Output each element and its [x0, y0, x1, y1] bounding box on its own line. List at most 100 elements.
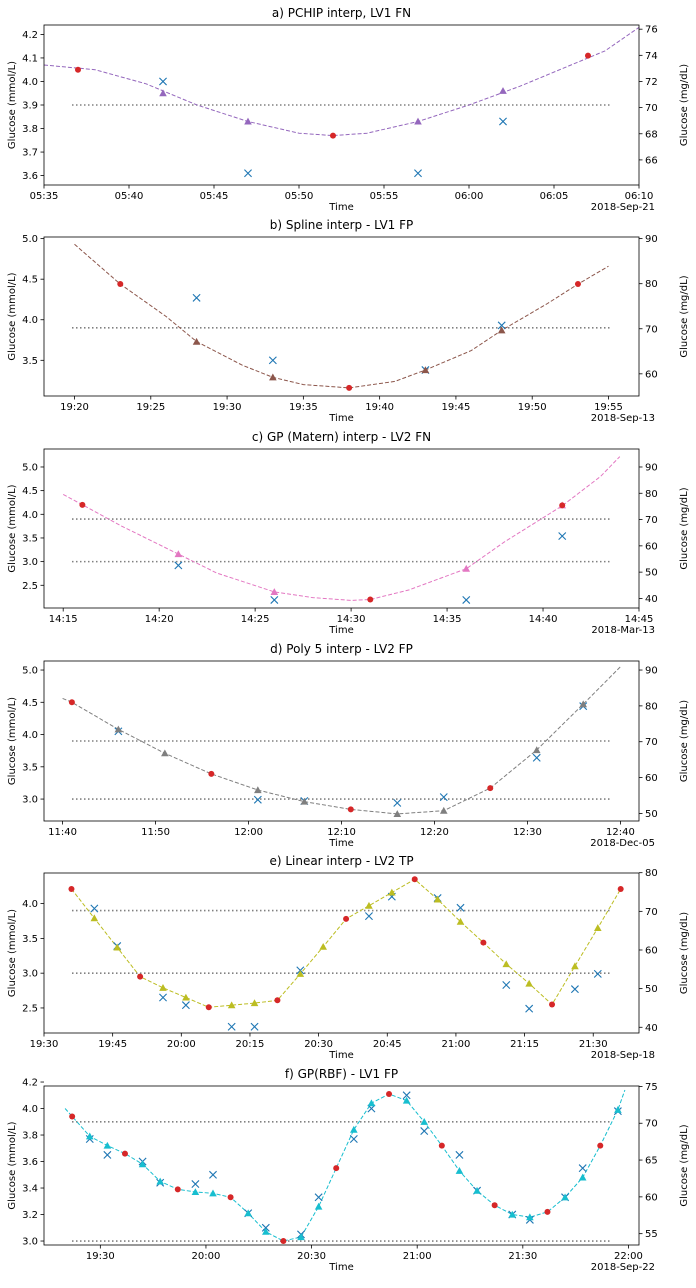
date-label: 2018-Sep-13: [591, 413, 655, 424]
axes-frame: [43, 1085, 640, 1246]
interpolated-point: [594, 924, 602, 931]
right-y-tick-label: 60: [645, 945, 658, 956]
date-label: 2018-Sep-18: [591, 1050, 655, 1061]
x-tick-label: 05:40: [115, 191, 144, 202]
x-tick-label: 14:15: [49, 614, 78, 625]
reference-point: [227, 1022, 236, 1031]
right-y-tick-label: 80: [645, 489, 658, 500]
x-tick-label: 06:00: [455, 191, 484, 202]
interpolated-point: [85, 1132, 94, 1140]
interpolated-point: [579, 700, 588, 708]
right-y-tick-label: 70: [645, 907, 658, 918]
reference-point: [244, 169, 252, 178]
measured-point: [137, 973, 144, 980]
x-tick-label: 14:40: [529, 614, 558, 625]
interpolated-point: [300, 797, 309, 805]
x-axis-label: Time: [328, 838, 353, 849]
interpolated-point: [578, 1173, 587, 1181]
interpolated-point: [526, 1213, 534, 1221]
measured-point: [574, 281, 581, 288]
chart-title: e) Linear interp - LV2 TP: [269, 854, 413, 868]
measured-point: [585, 52, 591, 59]
y-tick-label: 3.4: [22, 1184, 38, 1195]
chart-panel-2: b) Spline interp - LV1 FP 3.5 4.0 4.5 5.0 60 7…: [7, 218, 690, 424]
interpolated-point: [138, 1160, 147, 1168]
axes-frame: [43, 872, 640, 1034]
measured-point: [597, 1142, 604, 1149]
right-y-tick-label: 75: [645, 1082, 658, 1093]
x-tick-label: 06:10: [625, 191, 654, 202]
interpolated-point: [156, 1177, 164, 1185]
reference-point: [192, 293, 201, 302]
interpolated-curve: [74, 243, 609, 389]
x-tick-label: 20:30: [297, 1251, 326, 1262]
interpolated-point: [269, 373, 277, 381]
measured-point: [330, 132, 336, 139]
measured-point: [367, 596, 374, 603]
right-y-tick-label: 70: [645, 737, 658, 748]
x-tick-label: 14:25: [241, 614, 270, 625]
y-tick-label: 3.7: [22, 148, 38, 159]
right-y-tick-label: 70: [645, 324, 658, 335]
interpolated-point: [388, 888, 396, 896]
x-tick-label: 06:05: [540, 191, 569, 202]
y-tick-label: 4.5: [22, 486, 38, 497]
measured-point: [544, 1208, 551, 1215]
x-tick-label: 19:40: [365, 402, 394, 413]
chart-panel-3: c) GP (Matern) interp - LV2 FN 2.5 3.0 3.5 4…: [7, 430, 690, 636]
interpolated-point: [262, 1227, 270, 1235]
reference-point: [270, 595, 279, 604]
right-y-axis-label: Glucose (mg/dL): [679, 275, 690, 357]
measured-point: [121, 1150, 128, 1157]
chart-panel-1: a) PCHIP interp, LV1 FN 3.6 3.7 3.8 3.9 4.0 4.…: [7, 6, 690, 213]
measured-point: [227, 1194, 234, 1201]
reference-point: [402, 1091, 411, 1100]
interpolated-point: [414, 117, 422, 125]
y-tick-label: 5.0: [22, 462, 38, 473]
right-y-tick-label: 50: [645, 984, 658, 995]
chart-title: b) Spline interp - LV1 FP: [270, 218, 414, 232]
measured-point: [346, 384, 353, 391]
chart-panel-5: e) Linear interp - LV2 TP 2.5 3.0 3.5 4.0 40 5…: [7, 854, 690, 1061]
reference-point: [253, 795, 262, 804]
x-tick-label: 05:55: [370, 191, 399, 202]
measured-point: [117, 281, 124, 288]
y-tick-label: 3.8: [22, 124, 38, 135]
right-y-axis-label: Glucose (mg/dL): [679, 700, 690, 782]
y-tick-label: 3.6: [22, 1157, 38, 1168]
interpolated-point: [103, 1141, 112, 1149]
y-tick-label: 5.0: [22, 666, 38, 677]
interpolated-point: [420, 1117, 429, 1125]
x-tick-label: 14:35: [433, 614, 462, 625]
interpolated-point: [319, 942, 327, 950]
interpolated-point: [499, 87, 507, 94]
right-y-axis-label: Glucose (mg/dL): [679, 487, 690, 569]
x-tick-label: 19:35: [289, 402, 318, 413]
reference-point: [439, 793, 448, 802]
y-tick-label: 5.0: [22, 234, 38, 245]
measured-point: [69, 1113, 76, 1120]
right-y-tick-label: 50: [645, 809, 658, 820]
interpolated-point: [433, 895, 442, 903]
reference-point: [159, 77, 167, 86]
measured-point: [274, 997, 281, 1004]
reference-point: [268, 356, 277, 365]
x-tick-label: 19:45: [442, 402, 471, 413]
right-y-tick-label: 70: [645, 103, 658, 114]
x-tick-label: 05:35: [30, 191, 59, 202]
interpolated-point: [159, 983, 167, 991]
interpolated-point: [502, 960, 511, 968]
x-tick-label: 21:30: [579, 1039, 608, 1050]
interpolated-point: [473, 1186, 481, 1194]
measured-point: [343, 915, 350, 922]
interpolated-point: [525, 979, 533, 987]
chart-panel-6: f) GP(RBF) - LV1 FP 3.0 3.2 3.4 3.6 3.8 4.0 4.2…: [7, 1067, 690, 1273]
reference-point: [364, 912, 373, 921]
right-y-tick-label: 60: [645, 541, 658, 552]
axes-frame: [43, 236, 640, 397]
interpolated-point: [297, 1233, 305, 1241]
measured-point: [549, 1001, 556, 1008]
measured-point: [208, 770, 215, 777]
right-y-tick-label: 60: [645, 773, 658, 784]
reference-point: [414, 169, 422, 178]
